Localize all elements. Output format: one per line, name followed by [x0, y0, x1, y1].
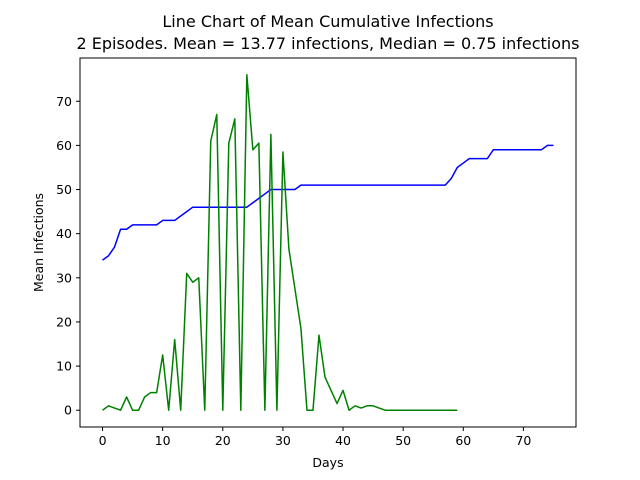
x-tick-label: 10 [155, 433, 171, 448]
y-axis-ticks: 0 10 20 30 40 50 60 70 [56, 94, 80, 418]
x-tick-label: 60 [455, 433, 471, 448]
series-line-2 [102, 74, 458, 411]
series-line-1 [102, 144, 554, 261]
y-tick-label: 0 [64, 403, 72, 418]
chart-title: Line Chart of Mean Cumulative Infections [162, 12, 493, 31]
plot-frame [79, 57, 577, 428]
y-tick-label: 70 [56, 94, 72, 109]
y-tick-label: 20 [56, 314, 72, 329]
y-tick-label: 10 [56, 359, 72, 374]
chart-subtitle: 2 Episodes. Mean = 13.77 infections, Med… [76, 34, 579, 53]
y-axis-label: Mean Infections [31, 193, 46, 292]
x-tick-label: 40 [335, 433, 351, 448]
y-tick-label: 30 [56, 270, 72, 285]
y-tick-label: 60 [56, 138, 72, 153]
y-tick-label: 50 [56, 182, 72, 197]
series-layer [102, 74, 554, 411]
x-tick-label: 0 [99, 433, 107, 448]
x-tick-label: 50 [395, 433, 411, 448]
y-tick-label: 40 [56, 226, 72, 241]
x-axis-ticks: 0 10 20 30 40 50 60 70 [99, 427, 531, 448]
x-axis-label: Days [312, 455, 343, 470]
x-tick-label: 20 [215, 433, 231, 448]
x-tick-label: 70 [515, 433, 531, 448]
x-tick-label: 30 [275, 433, 291, 448]
